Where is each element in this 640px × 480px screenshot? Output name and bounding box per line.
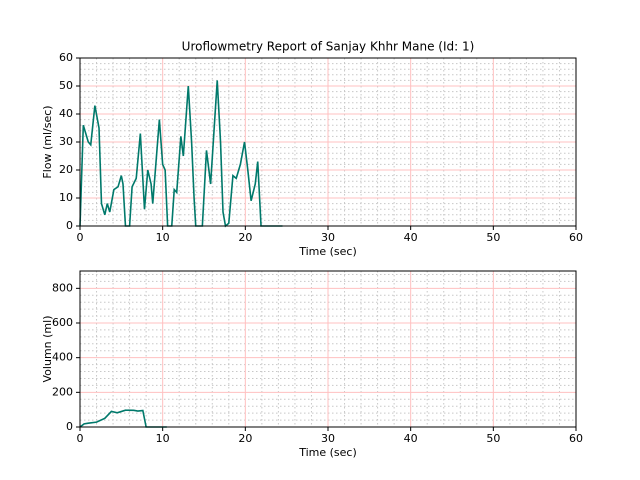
x-tick-label: 0	[77, 231, 84, 244]
y-tick-label: 200	[52, 385, 73, 398]
x-axis-label: Time (sec)	[298, 245, 357, 258]
y-tick-label: 800	[52, 281, 73, 294]
x-tick-label: 50	[486, 432, 500, 445]
x-tick-label: 60	[569, 432, 583, 445]
x-tick-label: 20	[238, 231, 252, 244]
chart-title: Uroflowmetry Report of Sanjay Khhr Mane …	[182, 40, 475, 54]
y-tick-label: 30	[59, 135, 73, 148]
x-tick-label: 10	[156, 432, 170, 445]
y-axis-label: Flow (ml/sec)	[41, 105, 54, 178]
x-tick-label: 30	[321, 231, 335, 244]
y-tick-label: 60	[59, 51, 73, 64]
y-tick-label: 10	[59, 191, 73, 204]
y-tick-label: 0	[66, 219, 73, 232]
x-tick-label: 10	[156, 231, 170, 244]
y-tick-label: 0	[66, 420, 73, 433]
y-tick-label: 20	[59, 163, 73, 176]
x-tick-label: 0	[77, 432, 84, 445]
x-tick-label: 40	[404, 231, 418, 244]
y-tick-label: 400	[52, 351, 73, 364]
flow-line	[79, 409, 167, 428]
x-tick-label: 60	[569, 231, 583, 244]
x-axis-label: Time (sec)	[298, 446, 357, 459]
x-tick-label: 30	[321, 432, 335, 445]
y-tick-label: 600	[52, 316, 73, 329]
y-tick-label: 50	[59, 79, 73, 92]
x-tick-label: 40	[404, 432, 418, 445]
axes-frame	[79, 57, 577, 227]
axes-frame	[79, 270, 577, 428]
x-tick-label: 20	[238, 432, 252, 445]
x-tick-label: 50	[486, 231, 500, 244]
y-axis-label: Volumn (ml)	[41, 316, 54, 383]
y-tick-label: 40	[59, 107, 73, 120]
